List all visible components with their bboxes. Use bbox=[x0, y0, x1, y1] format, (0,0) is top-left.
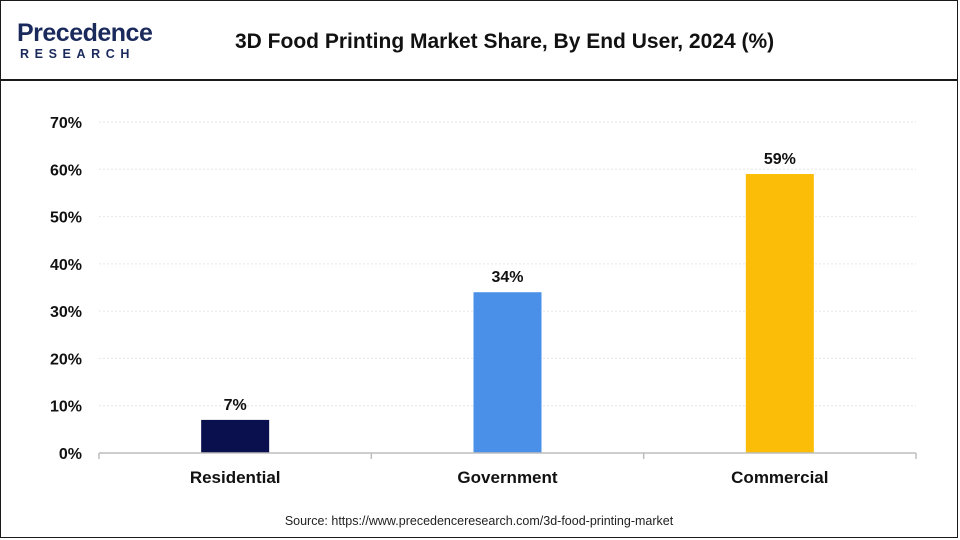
bar-residential bbox=[201, 419, 270, 453]
y-tick-label: 30% bbox=[50, 304, 82, 321]
y-tick-label: 60% bbox=[50, 162, 82, 179]
x-tick-label: Government bbox=[457, 468, 557, 487]
y-tick-label: 20% bbox=[50, 351, 82, 368]
y-tick-label: 0% bbox=[59, 446, 82, 463]
chart-title: 3D Food Printing Market Share, By End Us… bbox=[235, 30, 775, 53]
precedence-research-logo: Precedence RESEARCH bbox=[17, 19, 167, 63]
bar-chart: 0% 10% 20% 30% 40% 50% 60% 70% 7% 34% 59% Residen… bbox=[50, 115, 917, 487]
source-note: Source: https://www.precedenceresearch.c… bbox=[284, 514, 674, 528]
data-label: 59% bbox=[764, 151, 796, 168]
logo-wordmark-top: Precedence bbox=[17, 19, 153, 47]
y-tick-label: 40% bbox=[50, 257, 82, 274]
x-tick-label: Residential bbox=[190, 468, 281, 487]
bars: 7% 34% 59% bbox=[201, 151, 814, 453]
y-tick-label: 10% bbox=[50, 399, 82, 416]
data-label: 34% bbox=[491, 269, 523, 286]
logo-wordmark-bottom: RESEARCH bbox=[20, 47, 135, 61]
y-tick-label: 50% bbox=[50, 210, 82, 227]
header: Precedence RESEARCH 3D Food Printing Mar… bbox=[1, 1, 957, 81]
x-axis: Residential Government Commercial bbox=[98, 452, 917, 487]
data-label: 7% bbox=[224, 397, 247, 414]
bar-commercial bbox=[745, 174, 814, 453]
y-tick-label: 70% bbox=[50, 115, 82, 132]
y-axis: 0% 10% 20% 30% 40% 50% 60% 70% bbox=[50, 115, 82, 463]
bar-government bbox=[473, 292, 542, 453]
x-tick-label: Commercial bbox=[731, 468, 828, 487]
